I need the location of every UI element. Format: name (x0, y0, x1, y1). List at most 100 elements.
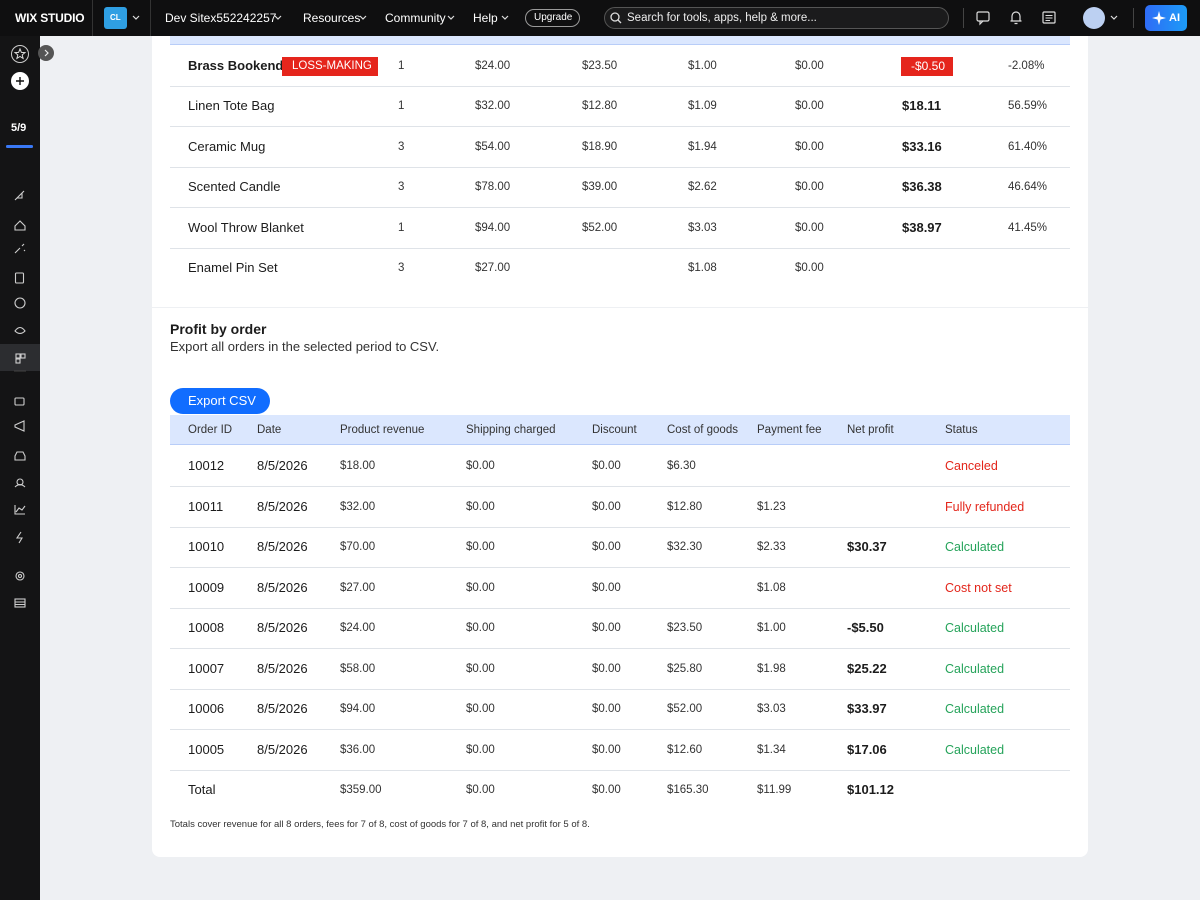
row-divider (170, 126, 1070, 127)
order-cell: 10006 (188, 701, 225, 716)
export-csv-button[interactable] (170, 388, 270, 414)
column-header: Payment fee (757, 424, 822, 436)
order-cell: 8/5/2026 (257, 660, 308, 676)
product-cell: 46.64% (1008, 181, 1048, 193)
divider (150, 0, 151, 36)
total-cell: Total (188, 782, 216, 797)
order-cell: $70.00 (340, 541, 376, 553)
order-cell: $27.00 (340, 581, 376, 594)
column-header: Net profit (847, 424, 894, 436)
order-cell: 10008 (188, 620, 225, 635)
product-name: Wool Throw Blanket (188, 220, 304, 235)
favorites-icon[interactable] (11, 45, 29, 63)
add-button[interactable] (11, 72, 29, 90)
search-box[interactable] (604, 7, 949, 29)
order-cell: $0.00 (592, 622, 621, 634)
product-cell: 61.40% (1008, 141, 1048, 153)
order-cell: $0.00 (466, 581, 495, 594)
order-cell: $0.00 (592, 743, 621, 756)
product-cell: 3 (398, 141, 405, 153)
column-header: Date (257, 424, 282, 436)
order-cell: $1.34 (757, 743, 786, 756)
product-cell: $23.50 (582, 60, 618, 72)
order-cell: $18.00 (340, 460, 376, 472)
chevron (359, 15, 367, 20)
upgrade-button[interactable] (525, 9, 580, 27)
divider (92, 0, 93, 36)
bell-icon[interactable] (1009, 10, 1023, 25)
order-cell: $0.00 (592, 662, 621, 675)
loss-badge (282, 57, 378, 76)
order-cell: $30.37 (847, 539, 887, 554)
news-icon[interactable] (1042, 11, 1056, 25)
column-header: Shipping charged (466, 424, 556, 436)
export-csv-label: Export CSV (188, 393, 256, 408)
order-cell: $0.00 (592, 541, 621, 553)
product-cell: $78.00 (475, 181, 511, 193)
product-name: Brass Bookends (188, 58, 291, 73)
order-cell: $0.00 (466, 703, 495, 715)
order-cell: $0.00 (466, 622, 495, 634)
order-cell: $0.00 (592, 581, 621, 594)
nav-icons (14, 190, 26, 608)
product-cell: -2.08% (1008, 60, 1045, 72)
row-divider (170, 648, 1070, 649)
product-cell: $32.00 (475, 100, 511, 112)
divider (1133, 8, 1134, 28)
status: Canceled (945, 459, 998, 473)
order-cell: $3.03 (757, 703, 786, 715)
order-cell: $1.98 (757, 662, 786, 675)
order-cell: $0.00 (466, 743, 495, 756)
status: Calculated (945, 661, 1005, 676)
product-cell: $24.00 (475, 60, 511, 72)
order-cell: $23.50 (667, 622, 703, 634)
products-header (170, 36, 1070, 45)
order-cell: $32.00 (340, 500, 376, 513)
row-divider (170, 167, 1070, 168)
product-name: Enamel Pin Set (188, 260, 278, 275)
order-cell: $0.00 (466, 541, 495, 553)
net-profit: $38.97 (902, 220, 942, 235)
expand-toggle[interactable] (38, 45, 54, 61)
product-cell: $0.00 (795, 222, 824, 234)
order-cell: $24.00 (340, 622, 376, 634)
product-cell: 41.45% (1008, 222, 1048, 234)
workspace-badge[interactable] (104, 7, 127, 29)
divider (963, 8, 964, 28)
product-cell: 1 (398, 100, 405, 112)
product-cell: $54.00 (475, 141, 511, 153)
product-cell: $1.08 (688, 262, 717, 274)
order-cell: -$5.50 (847, 620, 884, 635)
order-cell: $52.00 (667, 703, 703, 715)
menu-item[interactable]: Community (385, 11, 446, 25)
row-divider (170, 607, 1070, 609)
sparkle-icon (1152, 11, 1166, 25)
chat-icon[interactable] (976, 11, 990, 26)
menu-item[interactable]: Help (473, 11, 498, 25)
progress-count: 5/9 (11, 122, 27, 134)
column-header: Order ID (188, 424, 233, 436)
row-divider (170, 769, 1070, 771)
avatar[interactable] (1083, 7, 1105, 29)
total-cell: $0.00 (466, 784, 495, 796)
order-cell: 10007 (188, 660, 225, 676)
total-cell: $359.00 (340, 784, 382, 796)
product-cell: $1.00 (688, 60, 717, 72)
row-divider (170, 688, 1070, 690)
total-cell: $11.99 (757, 784, 792, 796)
chevron (274, 15, 282, 20)
section-title: Profit by order (170, 321, 267, 337)
column-header: Product revenue (340, 424, 425, 436)
footnote: Totals cover revenue for all 8 orders, f… (170, 819, 590, 830)
product-cell: $39.00 (582, 181, 618, 193)
product-cell: $0.00 (795, 100, 824, 112)
order-cell: 10011 (188, 498, 224, 514)
product-cell: $1.94 (688, 141, 717, 153)
orders-header (170, 415, 1070, 445)
product-name: Scented Candle (188, 179, 281, 194)
chevron (501, 15, 509, 20)
progress-fill (6, 145, 33, 148)
menu-item[interactable]: Resources (303, 11, 361, 25)
site-name[interactable]: Dev Sitex552242257 (165, 11, 277, 25)
